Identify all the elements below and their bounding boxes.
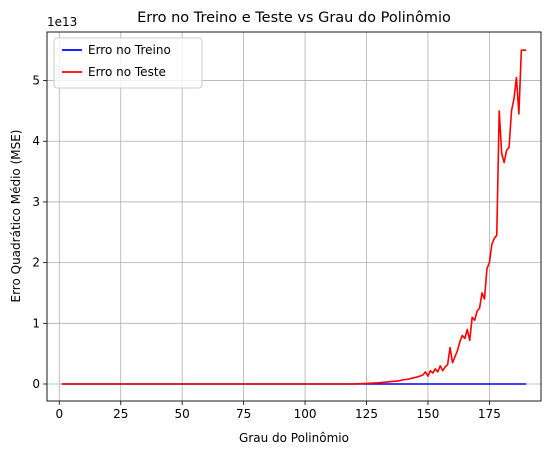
y-tick-label: 3 — [32, 195, 40, 209]
legend: Erro no Treino Erro no Teste — [53, 37, 203, 89]
y-tick-label: 0 — [32, 377, 40, 391]
chart-title: Erro no Treino e Teste vs Grau do Polinô… — [137, 10, 451, 26]
x-tick-label: 0 — [55, 407, 63, 421]
x-axis-label: Grau do Polinômio — [239, 431, 349, 445]
legend-box — [53, 37, 203, 89]
plot-frame — [46, 31, 542, 402]
y-tick-label: 2 — [32, 256, 40, 270]
x-tick-label: 50 — [175, 407, 190, 421]
legend-label-teste: Erro no Teste — [88, 65, 166, 79]
y-axis-label: Erro Quadrático Médio (MSE) — [9, 130, 23, 303]
y-tick-label: 4 — [32, 134, 40, 148]
x-tick-label: 75 — [236, 407, 251, 421]
y-tick-label: 1 — [32, 316, 40, 330]
tick-layer: 0 25 50 75 100 125 150 175 0 1 2 3 4 5 — [32, 74, 500, 421]
x-tick-label: 125 — [355, 407, 378, 421]
x-tick-label: 175 — [478, 407, 501, 421]
series-line-erro-no-teste — [61, 49, 527, 385]
y-offset-label: 1e13 — [47, 15, 77, 29]
series-layer — [61, 49, 527, 385]
x-tick-label: 100 — [294, 407, 317, 421]
x-tick-label: 25 — [113, 407, 128, 421]
y-tick-label: 5 — [32, 74, 40, 88]
legend-label-treino: Erro no Treino — [88, 43, 171, 57]
x-tick-label: 150 — [416, 407, 439, 421]
